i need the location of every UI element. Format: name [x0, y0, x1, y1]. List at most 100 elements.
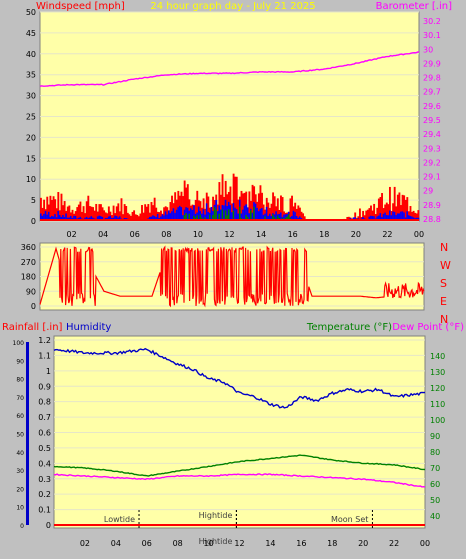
temperature-x-tick: 16 — [296, 539, 306, 548]
temperature-axis-label: Temperature (°F) — [306, 322, 392, 333]
temperature-x-tick: 22 — [389, 539, 399, 548]
wind-x-tick: 04 — [98, 230, 108, 239]
temperature-y-tick: 100 — [430, 416, 445, 425]
barometer-y-tick: 29.4 — [423, 130, 441, 139]
rainfall-y-tick: 1.2 — [38, 336, 51, 345]
direction-y-tick: 0 — [31, 302, 36, 311]
temperature-y-tick: 140 — [430, 352, 445, 361]
temperature-x-tick: 02 — [80, 539, 90, 548]
temperature-x-tick: 08 — [173, 539, 183, 548]
temperature-x-tick: 00 — [420, 539, 430, 548]
annotation-label: Lowtide — [104, 515, 135, 524]
wind-y-tick: 30 — [26, 92, 36, 101]
barometer-y-tick: 29.1 — [423, 173, 441, 182]
chart-title: 24 hour graph day - July 21 2025 — [150, 1, 315, 12]
rainfall-y-tick: 0.9 — [38, 382, 51, 391]
wind-y-tick: 10 — [26, 175, 36, 184]
wind-y-tick: 35 — [26, 71, 36, 80]
temperature-x-tick: 10 — [203, 539, 213, 548]
humidity-y-tick: 30 — [16, 468, 24, 475]
wind-x-tick: 14 — [256, 230, 266, 239]
wind-x-tick: 08 — [161, 230, 171, 239]
rainfall-y-tick: 1.1 — [38, 351, 51, 360]
dew-point-axis-label: Dew Point (°F) — [392, 322, 464, 333]
wind-y-tick: 15 — [26, 154, 36, 163]
humidity-y-tick: 70 — [16, 395, 24, 402]
wind-y-tick: 45 — [26, 29, 36, 38]
barometer-y-tick: 29.6 — [423, 102, 441, 111]
temperature-y-tick: 50 — [430, 496, 440, 505]
humidity-y-tick: 100 — [13, 340, 25, 347]
rainfall-y-tick: 0.1 — [38, 506, 51, 515]
temperature-x-tick: 12 — [234, 539, 244, 548]
barometer-y-tick: 29.2 — [423, 158, 441, 167]
temperature-y-tick: 110 — [430, 400, 445, 409]
direction-y-tick: 270 — [21, 258, 36, 267]
rainfall-y-tick: 0.8 — [38, 398, 51, 407]
wind-y-tick: 20 — [26, 133, 36, 142]
temperature-y-tick: 90 — [430, 432, 440, 441]
barometer-y-tick: 29.3 — [423, 144, 441, 153]
barometer-y-tick: 29.5 — [423, 116, 441, 125]
rainfall-axis-label: Rainfall [.in] — [2, 322, 63, 333]
temperature-y-tick: 120 — [430, 384, 445, 393]
wind-x-tick: 12 — [224, 230, 234, 239]
humidity-y-tick: 20 — [16, 486, 24, 493]
wind-x-tick: 06 — [130, 230, 140, 239]
temperature-x-tick: 20 — [358, 539, 368, 548]
annotation-label: Moon Set — [331, 515, 368, 524]
rainfall-y-tick: 0.3 — [38, 475, 51, 484]
humidity-y-tick: 60 — [16, 413, 24, 420]
barometer-y-tick: 29 — [423, 187, 433, 196]
wind-y-tick: 5 — [31, 196, 36, 205]
temperature-x-tick: 06 — [142, 539, 152, 548]
windspeed-axis-label: Windspeed [mph] — [36, 1, 125, 12]
rainfall-y-tick: 0.6 — [38, 429, 51, 438]
wind-x-tick: 02 — [66, 230, 76, 239]
wind-y-tick: 50 — [26, 8, 36, 17]
wind-y-tick: 0 — [31, 217, 36, 226]
temperature-x-tick: 14 — [265, 539, 275, 548]
rainfall-y-tick: 0.4 — [38, 459, 51, 468]
rainfall-y-tick: 0 — [46, 521, 51, 530]
compass-label: W — [440, 259, 451, 272]
humidity-scale-bar — [26, 342, 29, 525]
wind-x-tick: 22 — [382, 230, 392, 239]
temperature-y-tick: 70 — [430, 464, 440, 473]
temperature-x-tick: 18 — [327, 539, 337, 548]
barometer-y-tick: 28.8 — [423, 215, 441, 224]
temperature-y-tick: 80 — [430, 448, 440, 457]
barometer-y-tick: 30.1 — [423, 31, 441, 40]
wind-y-tick: 25 — [26, 113, 36, 122]
humidity-y-tick: 0 — [20, 523, 24, 530]
wind-barometer-panel: 0 5 10 15 20 25 30 35 40 45 50 28.8 28.9 29 29.1 29.2 29… — [26, 8, 441, 239]
humidity-y-tick: 10 — [16, 505, 24, 512]
direction-y-tick: 90 — [26, 287, 36, 296]
barometer-y-tick: 29.8 — [423, 74, 441, 83]
wind-x-tick: 16 — [288, 230, 298, 239]
wind-x-tick: 18 — [319, 230, 329, 239]
barometer-y-tick: 30.2 — [423, 17, 441, 26]
humidity-axis-label: Humidity — [66, 322, 111, 333]
humidity-y-tick: 50 — [16, 432, 24, 439]
barometer-y-tick: 28.9 — [423, 201, 441, 210]
temperature-y-tick: 60 — [430, 480, 440, 489]
barometer-axis-label: Barometer [.in] — [376, 1, 452, 12]
humidity-y-tick: 80 — [16, 377, 24, 384]
compass-label: S — [440, 277, 447, 290]
barometer-y-tick: 30 — [423, 45, 433, 54]
rainfall-y-tick: 0.7 — [38, 413, 51, 422]
temperature-x-tick: 04 — [111, 539, 121, 548]
direction-y-tick: 180 — [21, 273, 36, 282]
wind-x-tick: 10 — [193, 230, 203, 239]
humidity-y-tick: 40 — [16, 450, 24, 457]
humidity-y-tick: 90 — [16, 358, 24, 365]
rain-humidity-temperature-panel: 00.10.20.30.40.50.60.70.80.911.11.201020… — [13, 336, 446, 548]
wind-x-tick: 00 — [414, 230, 424, 239]
wind-y-tick: 40 — [26, 50, 36, 59]
wind-x-tick: 20 — [351, 230, 361, 239]
temperature-y-tick: 130 — [430, 368, 445, 377]
temperature-y-tick: 40 — [430, 512, 440, 521]
